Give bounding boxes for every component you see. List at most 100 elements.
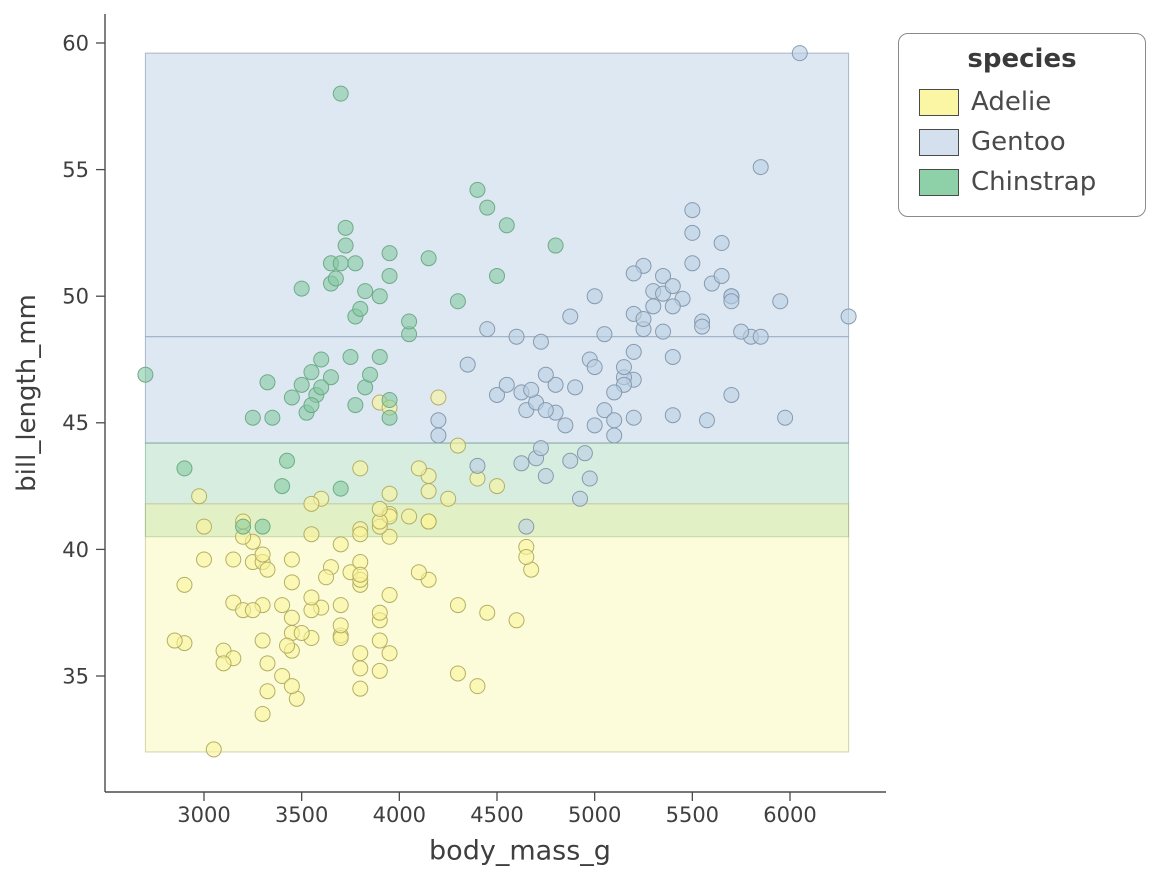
- scatter-point-gentoo: [625, 265, 642, 282]
- scatter-point-adelie: [254, 632, 271, 649]
- scatter-point-adelie: [259, 655, 276, 672]
- scatter-point-adelie: [489, 478, 505, 495]
- legend-swatch-adelie: [919, 88, 959, 116]
- scatter-point-adelie: [371, 500, 388, 517]
- scatter-point-chinstrap: [469, 181, 486, 198]
- scatter-point-gentoo: [567, 379, 584, 396]
- scatter-point-gentoo: [723, 293, 740, 310]
- scatter-point-gentoo: [698, 412, 715, 429]
- scatter-point-adelie: [381, 485, 398, 502]
- scatter-point-gentoo: [606, 412, 623, 429]
- scatter-point-adelie: [352, 526, 369, 543]
- scatter-point-adelie: [410, 564, 427, 581]
- scatter-point-adelie: [283, 609, 300, 626]
- scatter-point-gentoo: [508, 328, 525, 345]
- scatter-point-gentoo: [479, 321, 496, 338]
- scatter-point-chinstrap: [342, 348, 359, 365]
- scatter-point-adelie: [352, 460, 369, 477]
- scatter-point-adelie: [332, 597, 349, 614]
- scatter-point-gentoo: [791, 45, 808, 62]
- scatter-point-chinstrap: [498, 217, 515, 234]
- scatter-point-adelie: [508, 612, 525, 629]
- scatter-point-chinstrap: [381, 409, 398, 426]
- scatter-point-adelie: [283, 551, 300, 568]
- x-tick-label: 6000: [763, 803, 816, 827]
- scatter-point-adelie: [332, 536, 349, 553]
- scatter-point-adelie: [381, 528, 398, 545]
- scatter-point-chinstrap: [176, 460, 193, 477]
- scatter-point-adelie: [410, 460, 427, 477]
- scatter-point-gentoo: [752, 159, 769, 176]
- scatter-point-adelie: [303, 589, 320, 606]
- scatter-point-adelie: [371, 662, 388, 679]
- scatter-point-chinstrap: [479, 199, 496, 216]
- scatter-point-adelie: [318, 569, 335, 586]
- scatter-point-adelie: [449, 597, 466, 614]
- y-tick-label: 60: [62, 31, 89, 55]
- scatter-point-chinstrap: [293, 280, 310, 297]
- scatter-point-chinstrap: [259, 374, 276, 391]
- scatter-point-gentoo: [664, 298, 681, 315]
- x-tick-label: 4500: [470, 803, 523, 827]
- scatter-point-chinstrap: [337, 237, 354, 254]
- legend-item-adelie: Adelie: [899, 82, 1145, 122]
- scatter-point-gentoo: [537, 402, 554, 419]
- scatter-point-gentoo: [752, 328, 769, 345]
- scatter-point-adelie: [352, 660, 369, 677]
- scatter-point-gentoo: [645, 298, 662, 315]
- scatter-point-chinstrap: [362, 366, 379, 383]
- scatter-point-adelie: [352, 645, 369, 662]
- y-tick-label: 45: [62, 411, 89, 435]
- y-tick-label: 50: [62, 285, 89, 309]
- scatter-point-chinstrap: [332, 85, 349, 102]
- scatter-point-chinstrap: [347, 255, 364, 272]
- legend-item-chinstrap: Chinstrap: [899, 162, 1145, 202]
- scatter-point-adelie: [274, 597, 291, 614]
- scatter-point-chinstrap: [313, 351, 330, 368]
- scatter-point-gentoo: [586, 359, 603, 376]
- scatter-point-chinstrap: [547, 237, 564, 254]
- scatter-point-adelie: [283, 678, 300, 695]
- scatter-point-adelie: [449, 437, 466, 454]
- scatter-point-adelie: [225, 551, 242, 568]
- legend-item-gentoo: Gentoo: [899, 122, 1145, 162]
- scatter-point-chinstrap: [371, 348, 388, 365]
- scatter-point-adelie: [332, 617, 349, 634]
- scatter-point-gentoo: [498, 376, 515, 393]
- x-tick-label: 4000: [373, 803, 426, 827]
- scatter-point-chinstrap: [274, 478, 291, 495]
- y-axis-label: bill_length_mm: [12, 294, 42, 492]
- scatter-point-adelie: [449, 665, 466, 682]
- scatter-point-chinstrap: [347, 397, 364, 414]
- scatter-point-adelie: [191, 488, 208, 505]
- y-tick-label: 40: [62, 538, 89, 562]
- scatter-point-gentoo: [664, 278, 681, 295]
- scatter-point-adelie: [254, 546, 271, 563]
- legend-label: Gentoo: [971, 127, 1066, 157]
- scatter-point-gentoo: [655, 267, 672, 284]
- scatter-point-chinstrap: [332, 480, 349, 497]
- scatter-point-gentoo: [562, 452, 579, 469]
- scatter-point-adelie: [440, 490, 457, 507]
- scatter-point-gentoo: [586, 417, 603, 434]
- scatter-point-gentoo: [523, 381, 540, 398]
- scatter-point-chinstrap: [381, 245, 398, 262]
- scatter-point-chinstrap: [254, 518, 271, 535]
- legend-label: Chinstrap: [971, 167, 1097, 197]
- x-tick-label: 5000: [568, 803, 621, 827]
- scatter-point-gentoo: [625, 343, 642, 360]
- scatter-point-gentoo: [489, 386, 505, 403]
- scatter-point-adelie: [215, 655, 232, 672]
- scatter-point-gentoo: [684, 224, 701, 241]
- x-axis-label: body_mass_g: [429, 835, 611, 867]
- scatter-point-adelie: [469, 678, 486, 695]
- scatter-point-chinstrap: [352, 300, 369, 317]
- scatter-point-gentoo: [772, 293, 789, 310]
- scatter-point-adelie: [352, 566, 369, 583]
- scatter-point-gentoo: [537, 366, 554, 383]
- scatter-point-adelie: [381, 645, 398, 662]
- scatter-point-gentoo: [576, 445, 593, 462]
- scatter-point-chinstrap: [332, 255, 349, 272]
